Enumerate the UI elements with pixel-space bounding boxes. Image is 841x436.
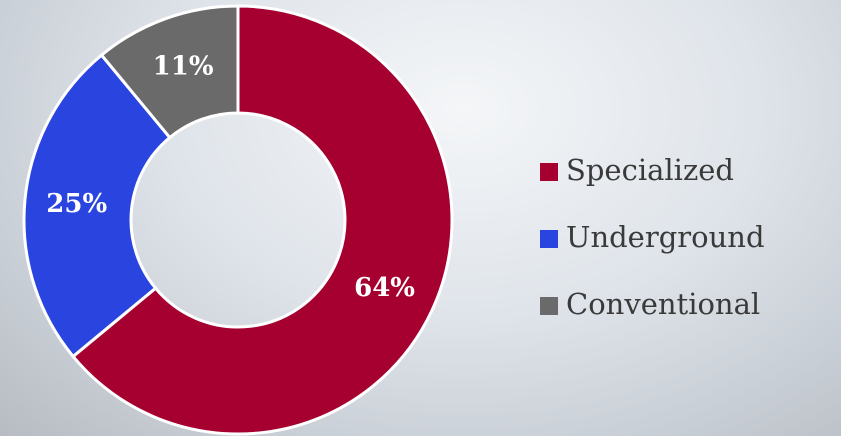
slice [99, 4, 240, 140]
legend-swatch [540, 297, 558, 315]
legend-swatch [540, 163, 558, 181]
value-label: 64% [354, 273, 415, 303]
value-label: 25% [46, 189, 107, 219]
slice [22, 52, 172, 359]
legend-label: Underground [566, 220, 765, 254]
legend-swatch [540, 230, 558, 248]
value-label: 11% [153, 52, 214, 82]
legend-label: Conventional [566, 287, 760, 321]
slice [70, 4, 454, 436]
legend-label: Specialized [566, 153, 734, 187]
